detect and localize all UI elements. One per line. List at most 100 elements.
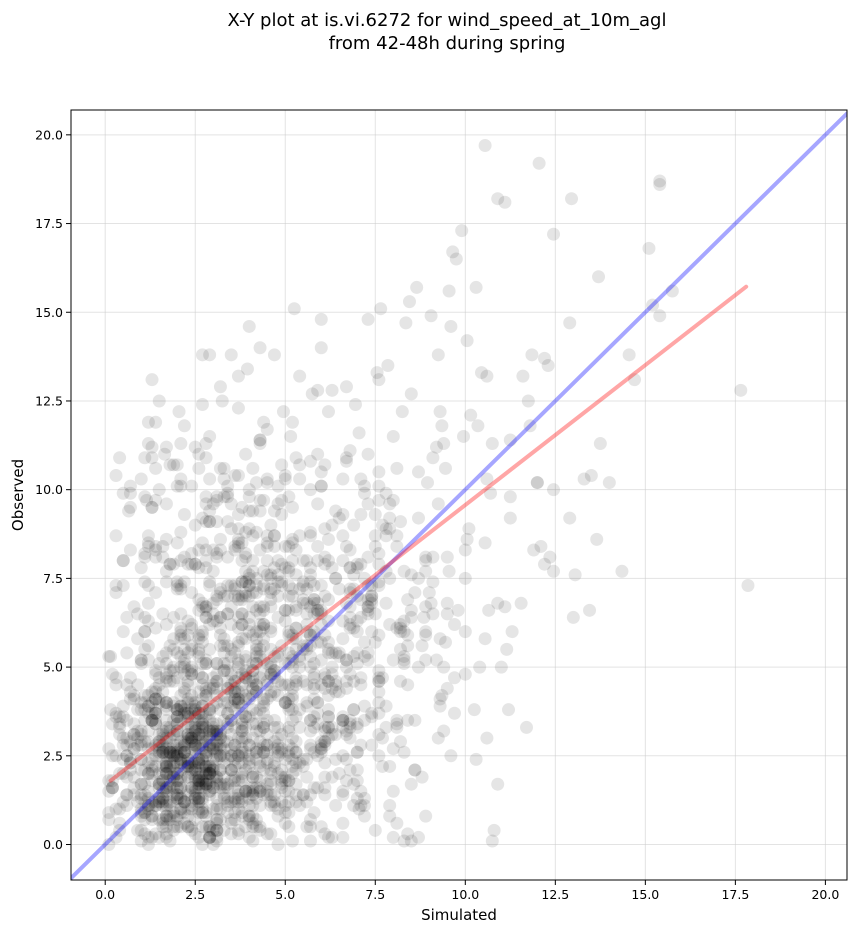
scatter-point (145, 742, 159, 756)
scatter-point (228, 646, 242, 660)
scatter-point (174, 625, 188, 639)
scatter-point (105, 781, 119, 795)
scatter-point (145, 763, 159, 777)
scatter-point (235, 607, 249, 621)
scatter-point (235, 713, 249, 727)
scatter-point (228, 770, 242, 784)
scatter-point (271, 610, 285, 624)
scatter-point (485, 834, 499, 848)
scatter-point (195, 742, 209, 756)
scatter-point (442, 564, 456, 578)
scatter-point (404, 834, 418, 848)
scatter-point (221, 550, 235, 564)
scatter-point (271, 720, 285, 734)
scatter-point (210, 493, 224, 507)
scatter-point (156, 774, 170, 788)
scatter-point (257, 696, 271, 710)
scatter-point (177, 745, 191, 759)
scatter-point (329, 674, 343, 688)
scatter-point (170, 710, 184, 724)
scatter-point (185, 664, 199, 678)
scatter-point (163, 664, 177, 678)
scatter-point (131, 795, 145, 809)
scatter-point (213, 621, 227, 635)
scatter-point (217, 770, 231, 784)
scatter-point (195, 628, 209, 642)
scatter-point (181, 752, 195, 766)
scatter-point (145, 795, 159, 809)
scatter-point (235, 607, 249, 621)
scatter-point (174, 770, 188, 784)
scatter-point (354, 738, 368, 752)
scatter-point (177, 685, 191, 699)
scatter-point (246, 767, 260, 781)
scatter-point (361, 447, 375, 461)
scatter-point (278, 561, 292, 575)
scatter-point (311, 607, 325, 621)
scatter-point (231, 827, 245, 841)
scatter-point (314, 738, 328, 752)
scatter-point (163, 770, 177, 784)
scatter-point (361, 600, 375, 614)
scatter-point (300, 625, 314, 639)
scatter-point (174, 713, 188, 727)
scatter-point (329, 798, 343, 812)
scatter-point (289, 763, 303, 777)
scatter-point (318, 738, 332, 752)
scatter-point (368, 539, 382, 553)
scatter-point (138, 688, 152, 702)
scatter-point (170, 749, 184, 763)
scatter-point (141, 688, 155, 702)
scatter-point (249, 657, 263, 671)
scatter-point (203, 472, 217, 486)
scatter-point (210, 777, 224, 791)
scatter-point (174, 806, 188, 820)
scatter-point (325, 681, 339, 695)
scatter-point (264, 625, 278, 639)
scatter-point (221, 781, 235, 795)
scatter-point (282, 490, 296, 504)
scatter-point (449, 252, 463, 266)
scatter-point (260, 692, 274, 706)
scatter-point (336, 508, 350, 522)
scatter-point (249, 632, 263, 646)
scatter-point (185, 756, 199, 770)
scatter-point (102, 838, 116, 852)
scatter-point (134, 653, 148, 667)
scatter-point (177, 632, 191, 646)
scatter-point (167, 756, 181, 770)
scatter-point (203, 774, 217, 788)
scatter-point (224, 713, 238, 727)
scatter-point (192, 593, 206, 607)
scatter-point (296, 759, 310, 773)
scatter-point (195, 596, 209, 610)
scatter-point (372, 664, 386, 678)
scatter-point (152, 735, 166, 749)
scatter-point (203, 642, 217, 656)
scatter-point (372, 373, 386, 387)
chart-title-line-1: X-Y plot at is.vi.6272 for wind_speed_at… (228, 10, 667, 31)
scatter-point (365, 593, 379, 607)
scatter-point (203, 759, 217, 773)
scatter-point (285, 834, 299, 848)
scatter-point (566, 610, 580, 624)
scatter-point (282, 603, 296, 617)
scatter-point (267, 582, 281, 596)
scatter-point (314, 341, 328, 355)
scatter-point (231, 621, 245, 635)
scatter-point (339, 380, 353, 394)
scatter-point (278, 752, 292, 766)
scatter-point (318, 557, 332, 571)
scatter-point (325, 720, 339, 734)
y-tick-label: 12.5 (35, 393, 63, 408)
scatter-point (375, 518, 389, 532)
scatter-point (167, 610, 181, 624)
scatter-point (257, 720, 271, 734)
scatter-point (141, 767, 155, 781)
y-tick-label: 15.0 (35, 305, 63, 320)
scatter-point (242, 791, 256, 805)
scatter-point (532, 156, 546, 170)
scatter-point (271, 479, 285, 493)
scatter-point (170, 582, 184, 596)
